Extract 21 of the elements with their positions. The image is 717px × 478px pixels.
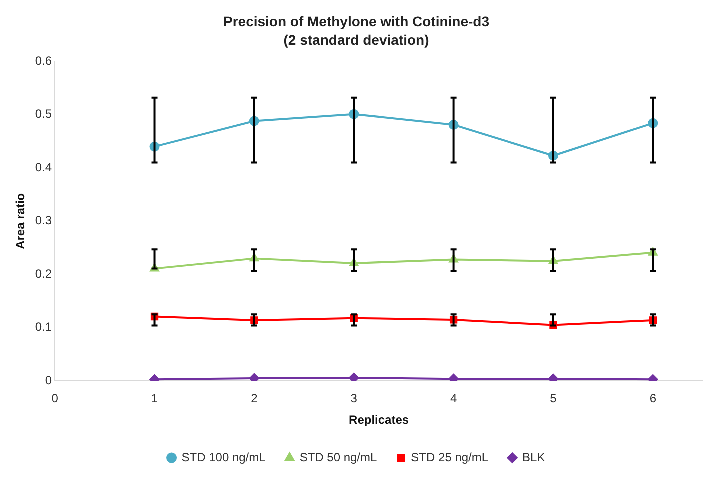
chart-subtitle: (2 standard deviation) <box>284 32 430 48</box>
legend-label: STD 25 ng/mL <box>411 450 489 464</box>
x-tick-label: 5 <box>550 392 558 406</box>
x-axis-title: Replicates <box>349 413 410 428</box>
legend-label: BLK <box>522 450 546 464</box>
legend-label: STD 100 ng/mL <box>182 450 266 464</box>
x-tick-label: 4 <box>450 392 458 406</box>
x-tick-label: 2 <box>251 392 258 406</box>
chart-title: Precision of Methylone with Cotinine-d3 <box>223 13 490 30</box>
x-tick-label: 6 <box>650 392 657 406</box>
y-tick-label: 0 <box>45 374 52 388</box>
y-tick-label: 0.2 <box>35 266 52 281</box>
y-tick-label: 0.6 <box>35 54 52 68</box>
x-tick-label: 3 <box>350 392 358 406</box>
y-tick-label: 0.3 <box>35 214 52 228</box>
y-tick-label: 0.4 <box>35 160 52 174</box>
x-tick-label: 1 <box>151 392 158 406</box>
y-tick-label: 0.1 <box>35 320 52 334</box>
legend-label: STD 50 ng/mL <box>300 450 378 464</box>
y-tick-label: 0.5 <box>35 107 52 122</box>
y-axis-title: Area ratio <box>14 193 28 250</box>
